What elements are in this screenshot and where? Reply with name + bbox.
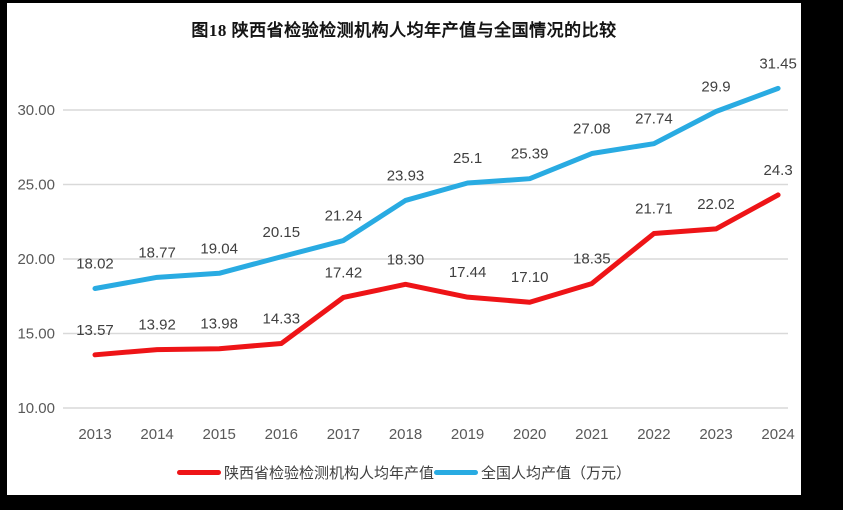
chart-frame: 图18 陕西省检验检测机构人均年产值与全国情况的比较 10.00 15.00 20.… bbox=[7, 3, 801, 495]
x-axis-tick-label: 2018 bbox=[389, 426, 422, 443]
legend-item-shaanxi: 陕西省检验检测机构人均年产值 bbox=[176, 462, 434, 483]
data-label: 22.02 bbox=[697, 196, 735, 213]
x-axis-tick-label: 2016 bbox=[265, 426, 298, 443]
data-label: 21.71 bbox=[635, 201, 673, 218]
data-label: 17.44 bbox=[449, 264, 487, 281]
y-axis-tick-label: 10.00 bbox=[17, 400, 55, 417]
data-label: 21.24 bbox=[325, 208, 363, 225]
shaanxi-series-line bbox=[92, 192, 781, 358]
x-axis-tick-label: 2024 bbox=[761, 426, 794, 443]
y-axis-tick-label: 15.00 bbox=[17, 326, 55, 343]
data-label: 18.30 bbox=[387, 251, 425, 268]
x-axis-tick-label: 2019 bbox=[451, 426, 484, 443]
x-axis-tick-label: 2014 bbox=[140, 426, 173, 443]
legend-item-national: 全国人均产值（万元） bbox=[434, 462, 631, 483]
national-series-line bbox=[92, 85, 781, 292]
x-axis-tick-label: 2020 bbox=[513, 426, 546, 443]
data-label: 18.02 bbox=[76, 256, 114, 273]
x-axis-tick-label: 2017 bbox=[327, 426, 360, 443]
blue-line-swatch-icon bbox=[434, 470, 478, 475]
data-label: 24.3 bbox=[763, 162, 792, 179]
y-axis-tick-label: 30.00 bbox=[17, 102, 55, 119]
legend-label-shaanxi: 陕西省检验检测机构人均年产值 bbox=[223, 465, 434, 482]
data-label: 18.35 bbox=[573, 251, 611, 268]
data-label: 20.15 bbox=[263, 224, 301, 241]
data-label: 17.10 bbox=[511, 269, 549, 286]
x-axis-tick-label: 2023 bbox=[699, 426, 732, 443]
data-label: 14.33 bbox=[263, 310, 301, 327]
data-label: 31.45 bbox=[759, 55, 797, 72]
x-axis-tick-label: 2022 bbox=[637, 426, 670, 443]
data-label: 25.1 bbox=[453, 150, 482, 167]
data-label: 23.93 bbox=[387, 167, 425, 184]
data-label: 18.77 bbox=[138, 244, 176, 261]
data-label: 17.42 bbox=[325, 264, 363, 281]
chart-title: 图18 陕西省检验检测机构人均年产值与全国情况的比较 bbox=[191, 21, 617, 40]
legend-label-national: 全国人均产值（万元） bbox=[481, 465, 632, 482]
data-label: 27.08 bbox=[573, 121, 611, 138]
data-label: 25.39 bbox=[511, 146, 549, 163]
red-line-swatch-icon bbox=[176, 470, 221, 475]
data-label: 13.92 bbox=[138, 317, 176, 334]
x-axis-tick-label: 2015 bbox=[203, 426, 236, 443]
line-chart-plot-area: 10.00 15.00 20.00 25.00 30.00 2013 2014 2015 201… bbox=[17, 55, 797, 443]
chart-legend: 陕西省检验检测机构人均年产值 全国人均产值（万元） bbox=[7, 462, 801, 483]
x-axis-tick-label: 2013 bbox=[78, 426, 111, 443]
data-label: 29.9 bbox=[701, 78, 730, 95]
data-label: 13.57 bbox=[76, 322, 114, 339]
y-axis-tick-label: 25.00 bbox=[17, 177, 55, 194]
data-label: 19.04 bbox=[200, 240, 238, 257]
x-axis-tick-label: 2021 bbox=[575, 426, 608, 443]
data-label: 13.98 bbox=[200, 316, 238, 333]
y-axis-tick-label: 20.00 bbox=[17, 251, 55, 268]
data-label: 27.74 bbox=[635, 111, 673, 128]
